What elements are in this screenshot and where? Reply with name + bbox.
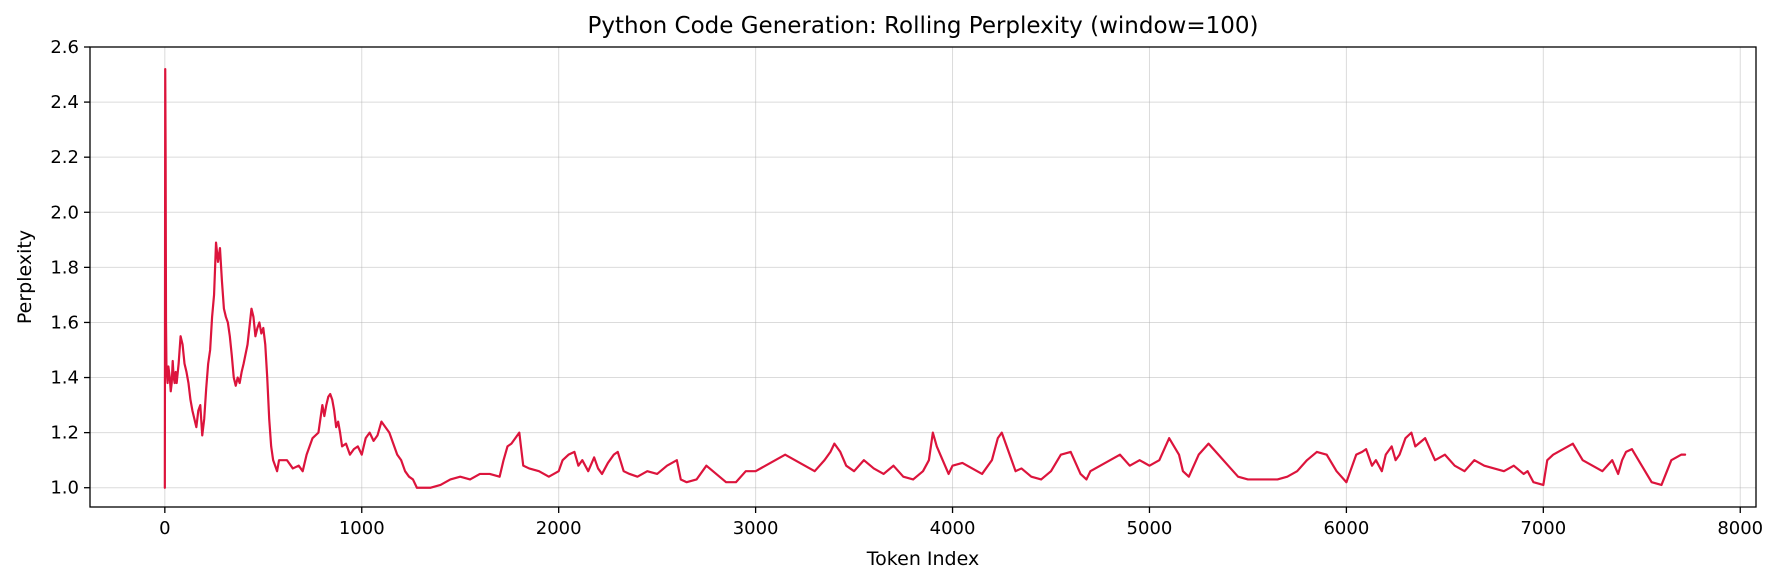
y-axis: 1.0 1.2 1.4 1.6 1.8 2.0 2.2 2.4 2.6	[50, 37, 90, 499]
chart-title: Python Code Generation: Rolling Perplexi…	[588, 13, 1259, 39]
x-tick-label: 6000	[1323, 518, 1369, 539]
x-tick-label: 0	[159, 518, 170, 539]
plot-area	[163, 67, 1687, 489]
x-tick-label: 2000	[536, 518, 582, 539]
series-line	[163, 67, 1687, 489]
y-tick-label: 1.0	[50, 478, 79, 499]
x-axis: 0 1000 2000 3000 4000 5000 6000 7000 8000	[159, 507, 1763, 539]
y-tick-label: 1.4	[50, 368, 79, 389]
x-tick-label: 3000	[733, 518, 779, 539]
y-tick-label: 1.8	[50, 257, 79, 278]
x-tick-label: 8000	[1717, 518, 1763, 539]
x-tick-label: 1000	[339, 518, 385, 539]
y-tick-label: 2.6	[50, 37, 79, 58]
x-axis-label: Token Index	[866, 548, 979, 570]
x-tick-label: 7000	[1520, 518, 1566, 539]
x-tick-label: 4000	[930, 518, 976, 539]
x-tick-label: 5000	[1127, 518, 1173, 539]
y-tick-label: 1.2	[50, 423, 79, 444]
y-tick-label: 2.4	[50, 92, 79, 113]
y-tick-label: 2.2	[50, 147, 79, 168]
plot-frame	[89, 46, 1757, 508]
y-axis-label: Perplexity	[14, 230, 36, 324]
y-tick-label: 1.6	[50, 312, 79, 333]
y-tick-label: 2.0	[50, 202, 79, 223]
